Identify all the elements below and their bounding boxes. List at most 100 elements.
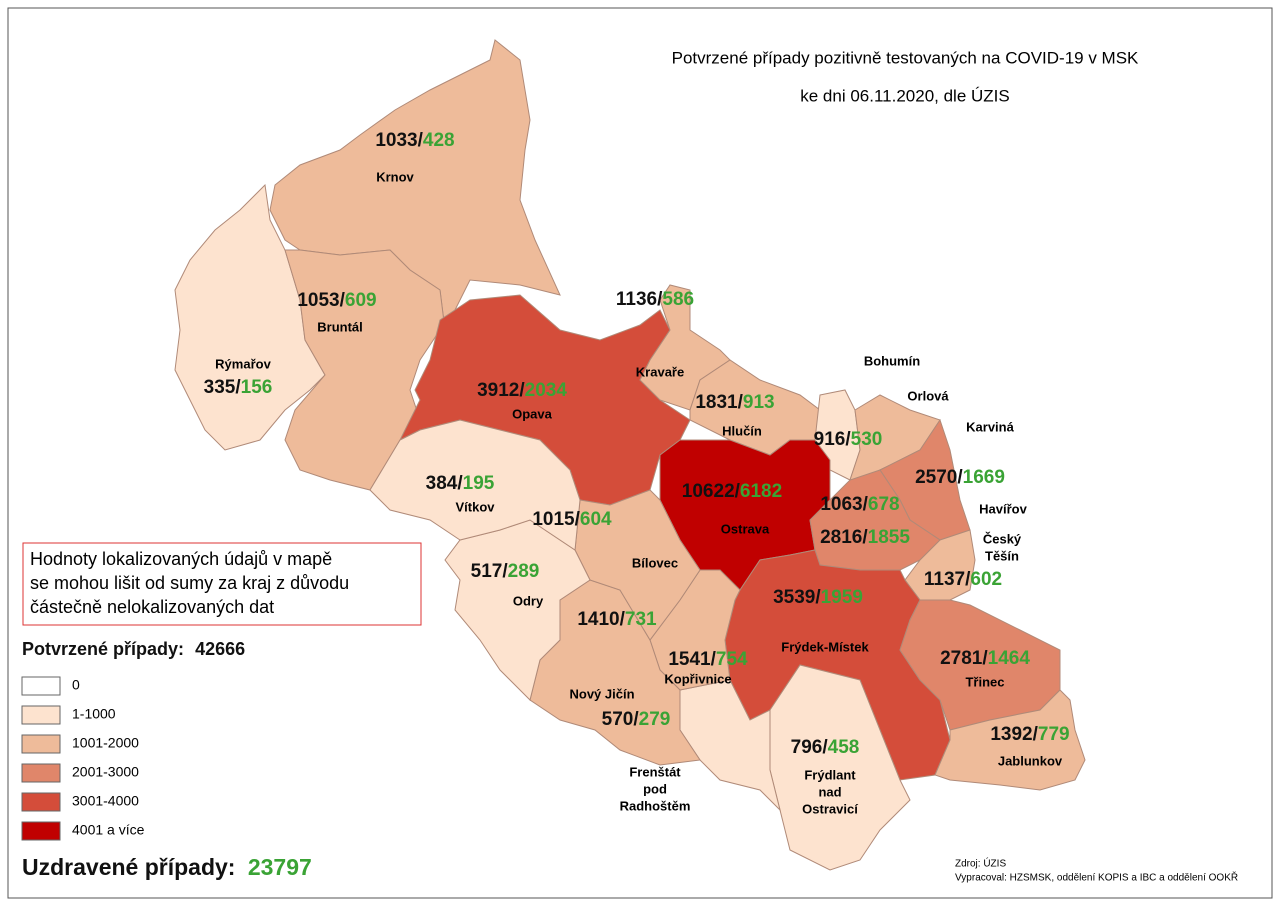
- text-part: /: [657, 289, 663, 310]
- text-part: 2781: [940, 648, 983, 669]
- text-part: 1959: [821, 587, 863, 608]
- legend-swatch: [21, 763, 61, 783]
- region-name: Frýdlant: [804, 767, 856, 782]
- region-count: 10622/6182: [682, 481, 782, 502]
- text-part: 3912: [477, 380, 519, 401]
- text-part: /: [1033, 724, 1039, 745]
- region-name: Opava: [512, 406, 553, 421]
- text-part: 2034: [525, 380, 568, 401]
- legend-swatch: [21, 792, 61, 812]
- legend-swatch: [21, 734, 61, 754]
- legend-label: 3001-4000: [72, 793, 139, 809]
- text-part: /: [738, 392, 744, 413]
- text-part: /: [235, 377, 241, 398]
- region-name: Těšín: [985, 548, 1019, 563]
- legend-label: 2001-3000: [72, 764, 139, 780]
- text-part: 913: [743, 392, 775, 413]
- text-part: 517: [471, 561, 503, 582]
- text-part: 1410: [577, 609, 619, 630]
- text-part: 1136: [616, 289, 657, 310]
- text-part: 384: [426, 473, 458, 494]
- text-part: /: [982, 648, 988, 669]
- text-part: 530: [851, 429, 883, 450]
- note: Hodnoty lokalizovaných údajů v mapě: [30, 549, 332, 569]
- text-part: /: [633, 709, 639, 730]
- region-name: Frýdek-Místek: [781, 639, 869, 654]
- title: ke dni 06.11.2020, dle ÚZIS: [800, 86, 1010, 105]
- text-part: 1831: [695, 392, 738, 413]
- region-name: Český: [983, 531, 1022, 546]
- text-part: /: [815, 587, 821, 608]
- region-name: Vítkov: [455, 499, 495, 514]
- region-count: 1392/779: [990, 724, 1069, 745]
- region-name: Karviná: [966, 419, 1014, 434]
- text-part: 754: [716, 649, 748, 670]
- text-part: 570: [602, 709, 634, 730]
- recovered-total: Uzdravené případy: 23797: [22, 854, 312, 880]
- region-name: Kopřivnice: [664, 671, 731, 686]
- region-name: Ostravicí: [802, 801, 858, 816]
- region-count: 3539/1959: [773, 587, 863, 608]
- region-name: Nový Jičín: [569, 686, 634, 701]
- legend-label: 4001 a více: [72, 822, 145, 838]
- region-name: Hlučín: [722, 423, 762, 438]
- text-part: 796: [791, 737, 823, 758]
- legend-label: 1-1000: [72, 706, 116, 722]
- legend-label: 0: [72, 677, 80, 693]
- region-name: Krnov: [376, 169, 414, 184]
- region-count: 916/530: [814, 429, 883, 450]
- text-part: 289: [508, 561, 540, 582]
- text-part: 23797: [248, 854, 312, 880]
- region-name: pod: [643, 781, 667, 796]
- note-box: [22, 542, 422, 626]
- region-name: Třinec: [965, 674, 1004, 689]
- text-part: /: [418, 130, 424, 151]
- region-count: 570/279: [602, 709, 671, 730]
- text-part: 1541: [668, 649, 711, 670]
- region-name: Bohumín: [864, 353, 920, 368]
- region-count: 1033/428: [375, 130, 454, 151]
- text-part: 1669: [963, 467, 1005, 488]
- region: [369, 419, 581, 551]
- text-part: /: [735, 481, 741, 502]
- text-part: /: [502, 561, 508, 582]
- text-part: 779: [1038, 724, 1070, 745]
- text-part: /: [340, 290, 346, 311]
- text-part: 1392: [990, 724, 1032, 745]
- text-part: 2816: [820, 527, 862, 548]
- text-part: 2570: [915, 467, 957, 488]
- text-part: 6182: [740, 481, 782, 502]
- frame: [7, 7, 1273, 899]
- source: Vypracoval: HZSMSK, oddělení KOPIS a IBC…: [955, 871, 1238, 884]
- legend-swatch: [21, 676, 61, 696]
- source: Zdroj: ÚZIS: [955, 857, 1006, 870]
- text-part: /: [863, 494, 869, 515]
- text-part: 1053: [297, 290, 339, 311]
- legend-label: 1001-2000: [72, 735, 139, 751]
- text-part: 586: [662, 289, 694, 310]
- region-count: 517/289: [471, 561, 540, 582]
- text-part: 3539: [773, 587, 815, 608]
- region-name: Radhoštěm: [620, 798, 691, 813]
- text-part: 42666: [195, 639, 245, 659]
- region-count: 3912/2034: [477, 380, 567, 401]
- region-name: Ostrava: [721, 521, 770, 536]
- legend-swatch: [21, 705, 61, 725]
- text-part: 428: [423, 130, 455, 151]
- text-part: 1855: [868, 527, 911, 548]
- region-name: Odry: [513, 593, 544, 608]
- text-part: /: [822, 737, 828, 758]
- region-count: 1410/731: [577, 609, 657, 630]
- text-part: 1033: [375, 130, 417, 151]
- text-part: /: [965, 569, 971, 590]
- text-part: /: [845, 429, 851, 450]
- region-count: 1015/604: [532, 509, 612, 530]
- legend-title: Potvrzené případy: 42666: [22, 639, 245, 659]
- note: částečně nelokalizovaných dat: [30, 597, 274, 617]
- region-count: 1053/609: [297, 290, 376, 311]
- region-name: Rýmařov: [215, 356, 271, 371]
- text-part: 335: [204, 377, 236, 398]
- text-part: 731: [625, 609, 657, 630]
- region-name: Jablunkov: [998, 753, 1063, 768]
- text-part: 1015: [532, 509, 575, 530]
